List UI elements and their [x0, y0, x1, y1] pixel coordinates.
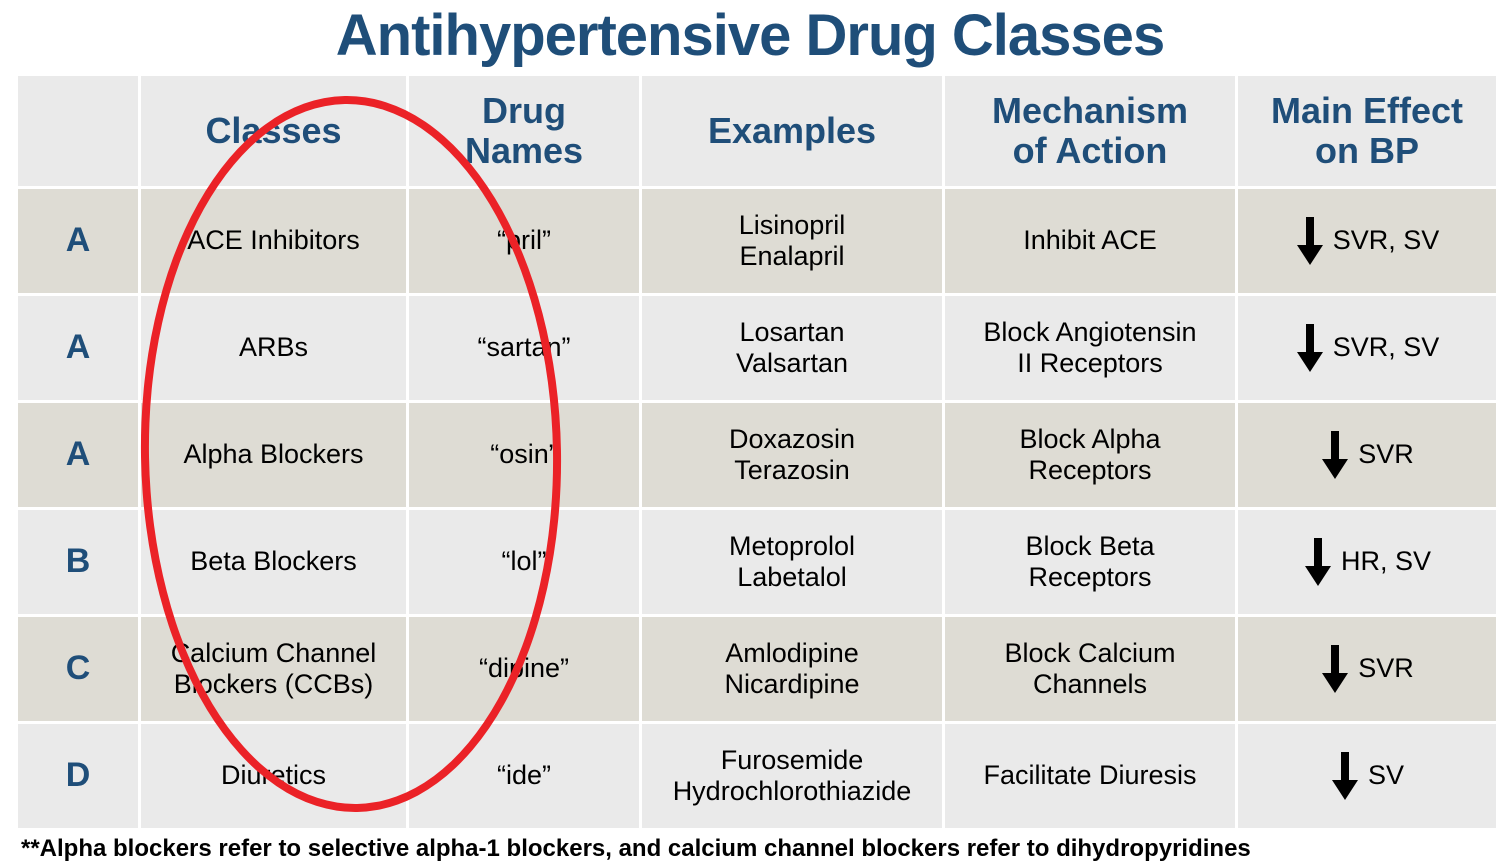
effect-cell: SV: [1238, 724, 1496, 828]
table-head: ClassesDrugNamesExamplesMechanismof Acti…: [18, 76, 1496, 186]
table-row: AARBs“sartan”LosartanValsartanBlock Angi…: [18, 296, 1496, 400]
suffix-cell: “dipine”: [409, 617, 639, 721]
down-arrow-icon: [1320, 643, 1350, 695]
page-title: Antihypertensive Drug Classes: [15, 6, 1485, 67]
effect-label: SVR, SV: [1333, 332, 1440, 363]
class-cell: Alpha Blockers: [141, 403, 406, 507]
effect-label: SVR: [1358, 653, 1414, 684]
drug-classes-table: ClassesDrugNamesExamplesMechanismof Acti…: [15, 73, 1499, 831]
down-arrow-icon: [1295, 322, 1325, 374]
table-row: AAlpha Blockers“osin”DoxazosinTerazosinB…: [18, 403, 1496, 507]
class-cell: ARBs: [141, 296, 406, 400]
class-cell: Calcium ChannelBlockers (CCBs): [141, 617, 406, 721]
suffix-cell: “ide”: [409, 724, 639, 828]
effect-cell: HR, SV: [1238, 510, 1496, 614]
table-row: AACE Inhibitors“pril”LisinoprilEnalapril…: [18, 189, 1496, 293]
mechanism-cell: Facilitate Diuresis: [945, 724, 1235, 828]
effect-label: SV: [1368, 760, 1404, 791]
examples-cell: FurosemideHydrochlorothiazide: [642, 724, 942, 828]
examples-cell: LosartanValsartan: [642, 296, 942, 400]
table-row: CCalcium ChannelBlockers (CCBs)“dipine”A…: [18, 617, 1496, 721]
effect-cell: SVR, SV: [1238, 296, 1496, 400]
mechanism-cell: Block CalciumChannels: [945, 617, 1235, 721]
mechanism-cell: Block BetaReceptors: [945, 510, 1235, 614]
down-arrow-icon: [1320, 429, 1350, 481]
examples-cell: AmlodipineNicardipine: [642, 617, 942, 721]
table-body: AACE Inhibitors“pril”LisinoprilEnalapril…: [18, 189, 1496, 828]
footnote: **Alpha blockers refer to selective alph…: [15, 835, 1485, 863]
row-letter: D: [18, 724, 138, 828]
table-row: BBeta Blockers“lol”MetoprololLabetalolBl…: [18, 510, 1496, 614]
page-wrap: Antihypertensive Drug Classes ClassesDru…: [15, 0, 1485, 863]
column-header: [18, 76, 138, 186]
effect-cell: SVR: [1238, 617, 1496, 721]
row-letter: A: [18, 403, 138, 507]
column-header: Classes: [141, 76, 406, 186]
row-letter: B: [18, 510, 138, 614]
column-header: Main Effecton BP: [1238, 76, 1496, 186]
row-letter: A: [18, 296, 138, 400]
row-letter: A: [18, 189, 138, 293]
effect-cell: SVR, SV: [1238, 189, 1496, 293]
effect-label: SVR: [1358, 439, 1414, 470]
effect-cell: SVR: [1238, 403, 1496, 507]
table-row: DDiuretics“ide”FurosemideHydrochlorothia…: [18, 724, 1496, 828]
column-header: DrugNames: [409, 76, 639, 186]
header-row: ClassesDrugNamesExamplesMechanismof Acti…: [18, 76, 1496, 186]
row-letter: C: [18, 617, 138, 721]
down-arrow-icon: [1330, 750, 1360, 802]
examples-cell: LisinoprilEnalapril: [642, 189, 942, 293]
effect-label: HR, SV: [1341, 546, 1431, 577]
column-header: Examples: [642, 76, 942, 186]
suffix-cell: “osin”: [409, 403, 639, 507]
suffix-cell: “lol”: [409, 510, 639, 614]
class-cell: Beta Blockers: [141, 510, 406, 614]
mechanism-cell: Block AngiotensinII Receptors: [945, 296, 1235, 400]
effect-label: SVR, SV: [1333, 225, 1440, 256]
suffix-cell: “pril”: [409, 189, 639, 293]
examples-cell: DoxazosinTerazosin: [642, 403, 942, 507]
class-cell: Diuretics: [141, 724, 406, 828]
suffix-cell: “sartan”: [409, 296, 639, 400]
mechanism-cell: Inhibit ACE: [945, 189, 1235, 293]
examples-cell: MetoprololLabetalol: [642, 510, 942, 614]
down-arrow-icon: [1303, 536, 1333, 588]
class-cell: ACE Inhibitors: [141, 189, 406, 293]
mechanism-cell: Block AlphaReceptors: [945, 403, 1235, 507]
column-header: Mechanismof Action: [945, 76, 1235, 186]
down-arrow-icon: [1295, 215, 1325, 267]
